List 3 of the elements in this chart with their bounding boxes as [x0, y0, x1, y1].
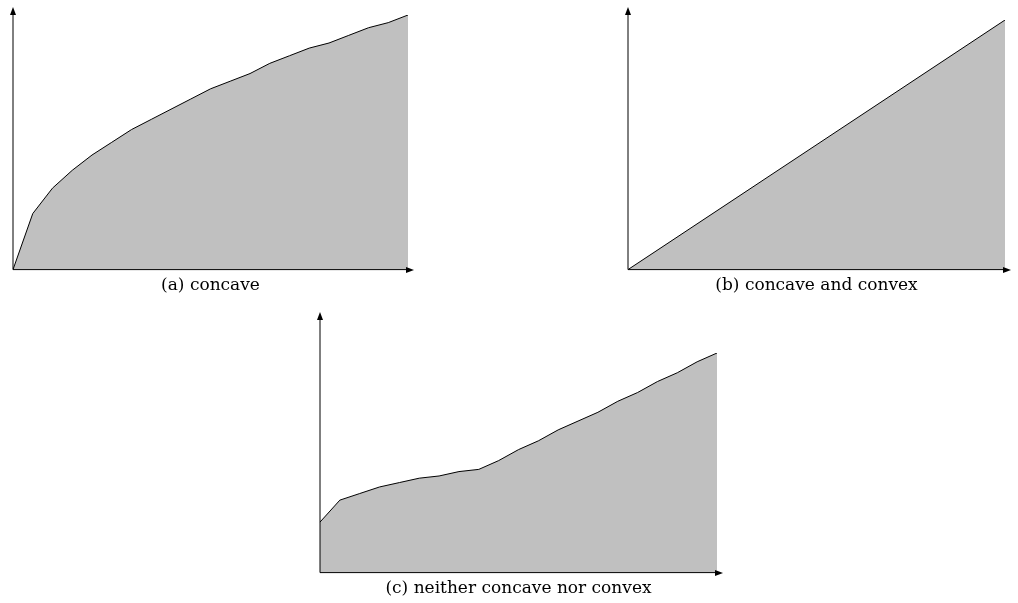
text: (b) concave and convex [715, 274, 919, 295]
text: (a) concave [161, 274, 260, 295]
text: (c) neither concave nor convex [385, 577, 652, 598]
